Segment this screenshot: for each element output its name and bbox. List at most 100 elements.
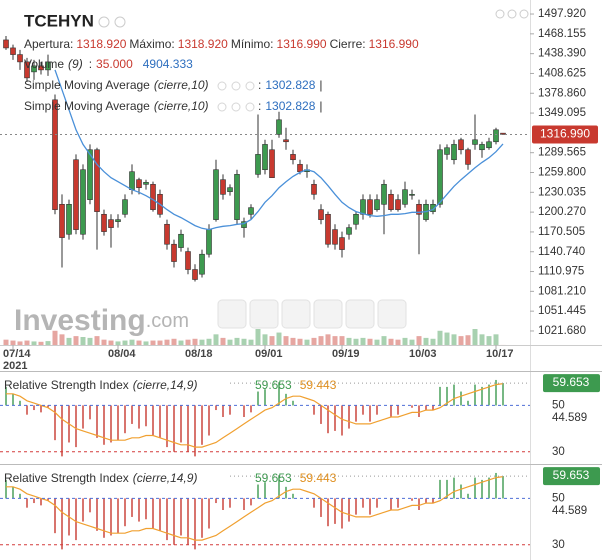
settings-icon[interactable] bbox=[114, 16, 126, 28]
volume-bar bbox=[80, 337, 86, 345]
y-tick-label: 1438.390 bbox=[538, 48, 586, 60]
candle-body bbox=[409, 194, 415, 196]
y-tick-label: 1468.155 bbox=[538, 28, 586, 40]
candle-body bbox=[199, 253, 205, 275]
volume-bar bbox=[10, 340, 16, 345]
volume-bar bbox=[346, 337, 352, 345]
candle-body bbox=[493, 129, 499, 143]
candle-body bbox=[206, 229, 212, 255]
volume-bar bbox=[87, 337, 93, 345]
settings-icon[interactable] bbox=[231, 102, 241, 112]
legend-value: 59.443 bbox=[300, 471, 337, 485]
volume-bar bbox=[31, 341, 37, 345]
candle-body bbox=[171, 243, 177, 262]
nav-button[interactable] bbox=[217, 299, 247, 329]
volume-bar bbox=[108, 340, 114, 345]
watermark-brand: Investing bbox=[14, 304, 146, 337]
volume-bar bbox=[157, 340, 163, 345]
separator: | bbox=[319, 99, 322, 113]
sma-legend: Simple Moving Average (cierre,10):1302.82… bbox=[24, 99, 323, 113]
eye-icon[interactable] bbox=[217, 81, 227, 91]
volume-bar bbox=[269, 336, 275, 345]
plot bbox=[3, 35, 506, 550]
settings-icon[interactable] bbox=[231, 81, 241, 91]
y-tick-label: 1230.035 bbox=[538, 186, 586, 198]
nav-button[interactable] bbox=[313, 299, 343, 329]
candle-body bbox=[388, 194, 394, 210]
candle-body bbox=[17, 54, 23, 63]
nav-button[interactable] bbox=[345, 299, 375, 329]
candle-body bbox=[283, 139, 289, 143]
candle-body bbox=[185, 251, 191, 270]
rsi-legend: Relative Strength Index (cierre,14,9) 59.6… bbox=[4, 471, 337, 485]
candle-body bbox=[451, 144, 457, 161]
separator: : bbox=[258, 99, 261, 113]
y-tick-label: 44.589 bbox=[552, 505, 587, 517]
close-icon[interactable] bbox=[245, 102, 255, 112]
volume-bar bbox=[276, 332, 282, 345]
nav-button[interactable] bbox=[281, 299, 311, 329]
nav-button[interactable] bbox=[249, 299, 279, 329]
candle-body bbox=[458, 139, 464, 151]
candle-body bbox=[325, 213, 331, 245]
close-icon[interactable] bbox=[519, 9, 529, 19]
quote-value: 1316.990 bbox=[369, 37, 419, 51]
volume-bar bbox=[129, 339, 135, 345]
volume-bar bbox=[262, 334, 268, 345]
volume-bar bbox=[493, 334, 499, 345]
nav-button[interactable] bbox=[377, 299, 407, 329]
candle-body bbox=[339, 237, 345, 250]
y-tick-label: 1349.095 bbox=[538, 107, 586, 119]
value-tag-label: 59.653 bbox=[553, 468, 590, 482]
candle-body bbox=[87, 149, 93, 200]
volume-bar bbox=[444, 332, 450, 345]
candle-body bbox=[360, 199, 366, 215]
volume-bar bbox=[234, 337, 240, 345]
volume-bar bbox=[59, 334, 65, 345]
candle-body bbox=[150, 184, 156, 210]
candle-body bbox=[94, 149, 100, 212]
candle-body bbox=[38, 65, 44, 71]
volume-bar bbox=[381, 336, 387, 345]
candle-body bbox=[479, 144, 485, 151]
volume-bar bbox=[325, 334, 331, 345]
legend-value: 59.653 bbox=[255, 471, 292, 485]
eye-icon[interactable] bbox=[217, 102, 227, 112]
candle-body bbox=[332, 229, 338, 245]
volume-bar bbox=[52, 330, 58, 345]
legend-value: 1302.828 bbox=[265, 78, 315, 92]
legend-icons bbox=[217, 81, 255, 112]
volume-bar bbox=[360, 337, 366, 345]
candle-body bbox=[164, 223, 170, 245]
volume-bar bbox=[171, 338, 177, 345]
close-icon[interactable] bbox=[245, 81, 255, 91]
volume-bar bbox=[185, 339, 191, 345]
value-tag-label: 59.653 bbox=[553, 375, 590, 389]
candle-body bbox=[80, 169, 86, 235]
volume-bar bbox=[304, 339, 310, 345]
eye-icon[interactable] bbox=[98, 16, 110, 28]
volume-bar bbox=[409, 339, 415, 345]
volume-bar bbox=[178, 340, 184, 345]
x-tick-label: 10/03 bbox=[409, 348, 437, 360]
candle-body bbox=[444, 147, 450, 155]
quote-label: Apertura: bbox=[24, 37, 73, 51]
volume-bar bbox=[45, 341, 51, 345]
volume-bar bbox=[472, 329, 478, 345]
price-tag-label: 1316.990 bbox=[540, 127, 590, 141]
volume-bar bbox=[199, 339, 205, 345]
legend-params: (cierre,10) bbox=[154, 78, 209, 92]
candle-body bbox=[402, 189, 408, 205]
volume-bar bbox=[136, 340, 142, 345]
volume-bar bbox=[318, 336, 324, 345]
separator: | bbox=[319, 78, 322, 92]
y-tick-label: 1259.800 bbox=[538, 167, 586, 179]
collapse-icon[interactable] bbox=[495, 9, 505, 19]
volume-bar bbox=[402, 337, 408, 345]
candle-body bbox=[115, 219, 121, 222]
separator: : bbox=[258, 78, 261, 92]
volume-bar bbox=[248, 339, 254, 345]
settings-icon[interactable] bbox=[507, 9, 517, 19]
